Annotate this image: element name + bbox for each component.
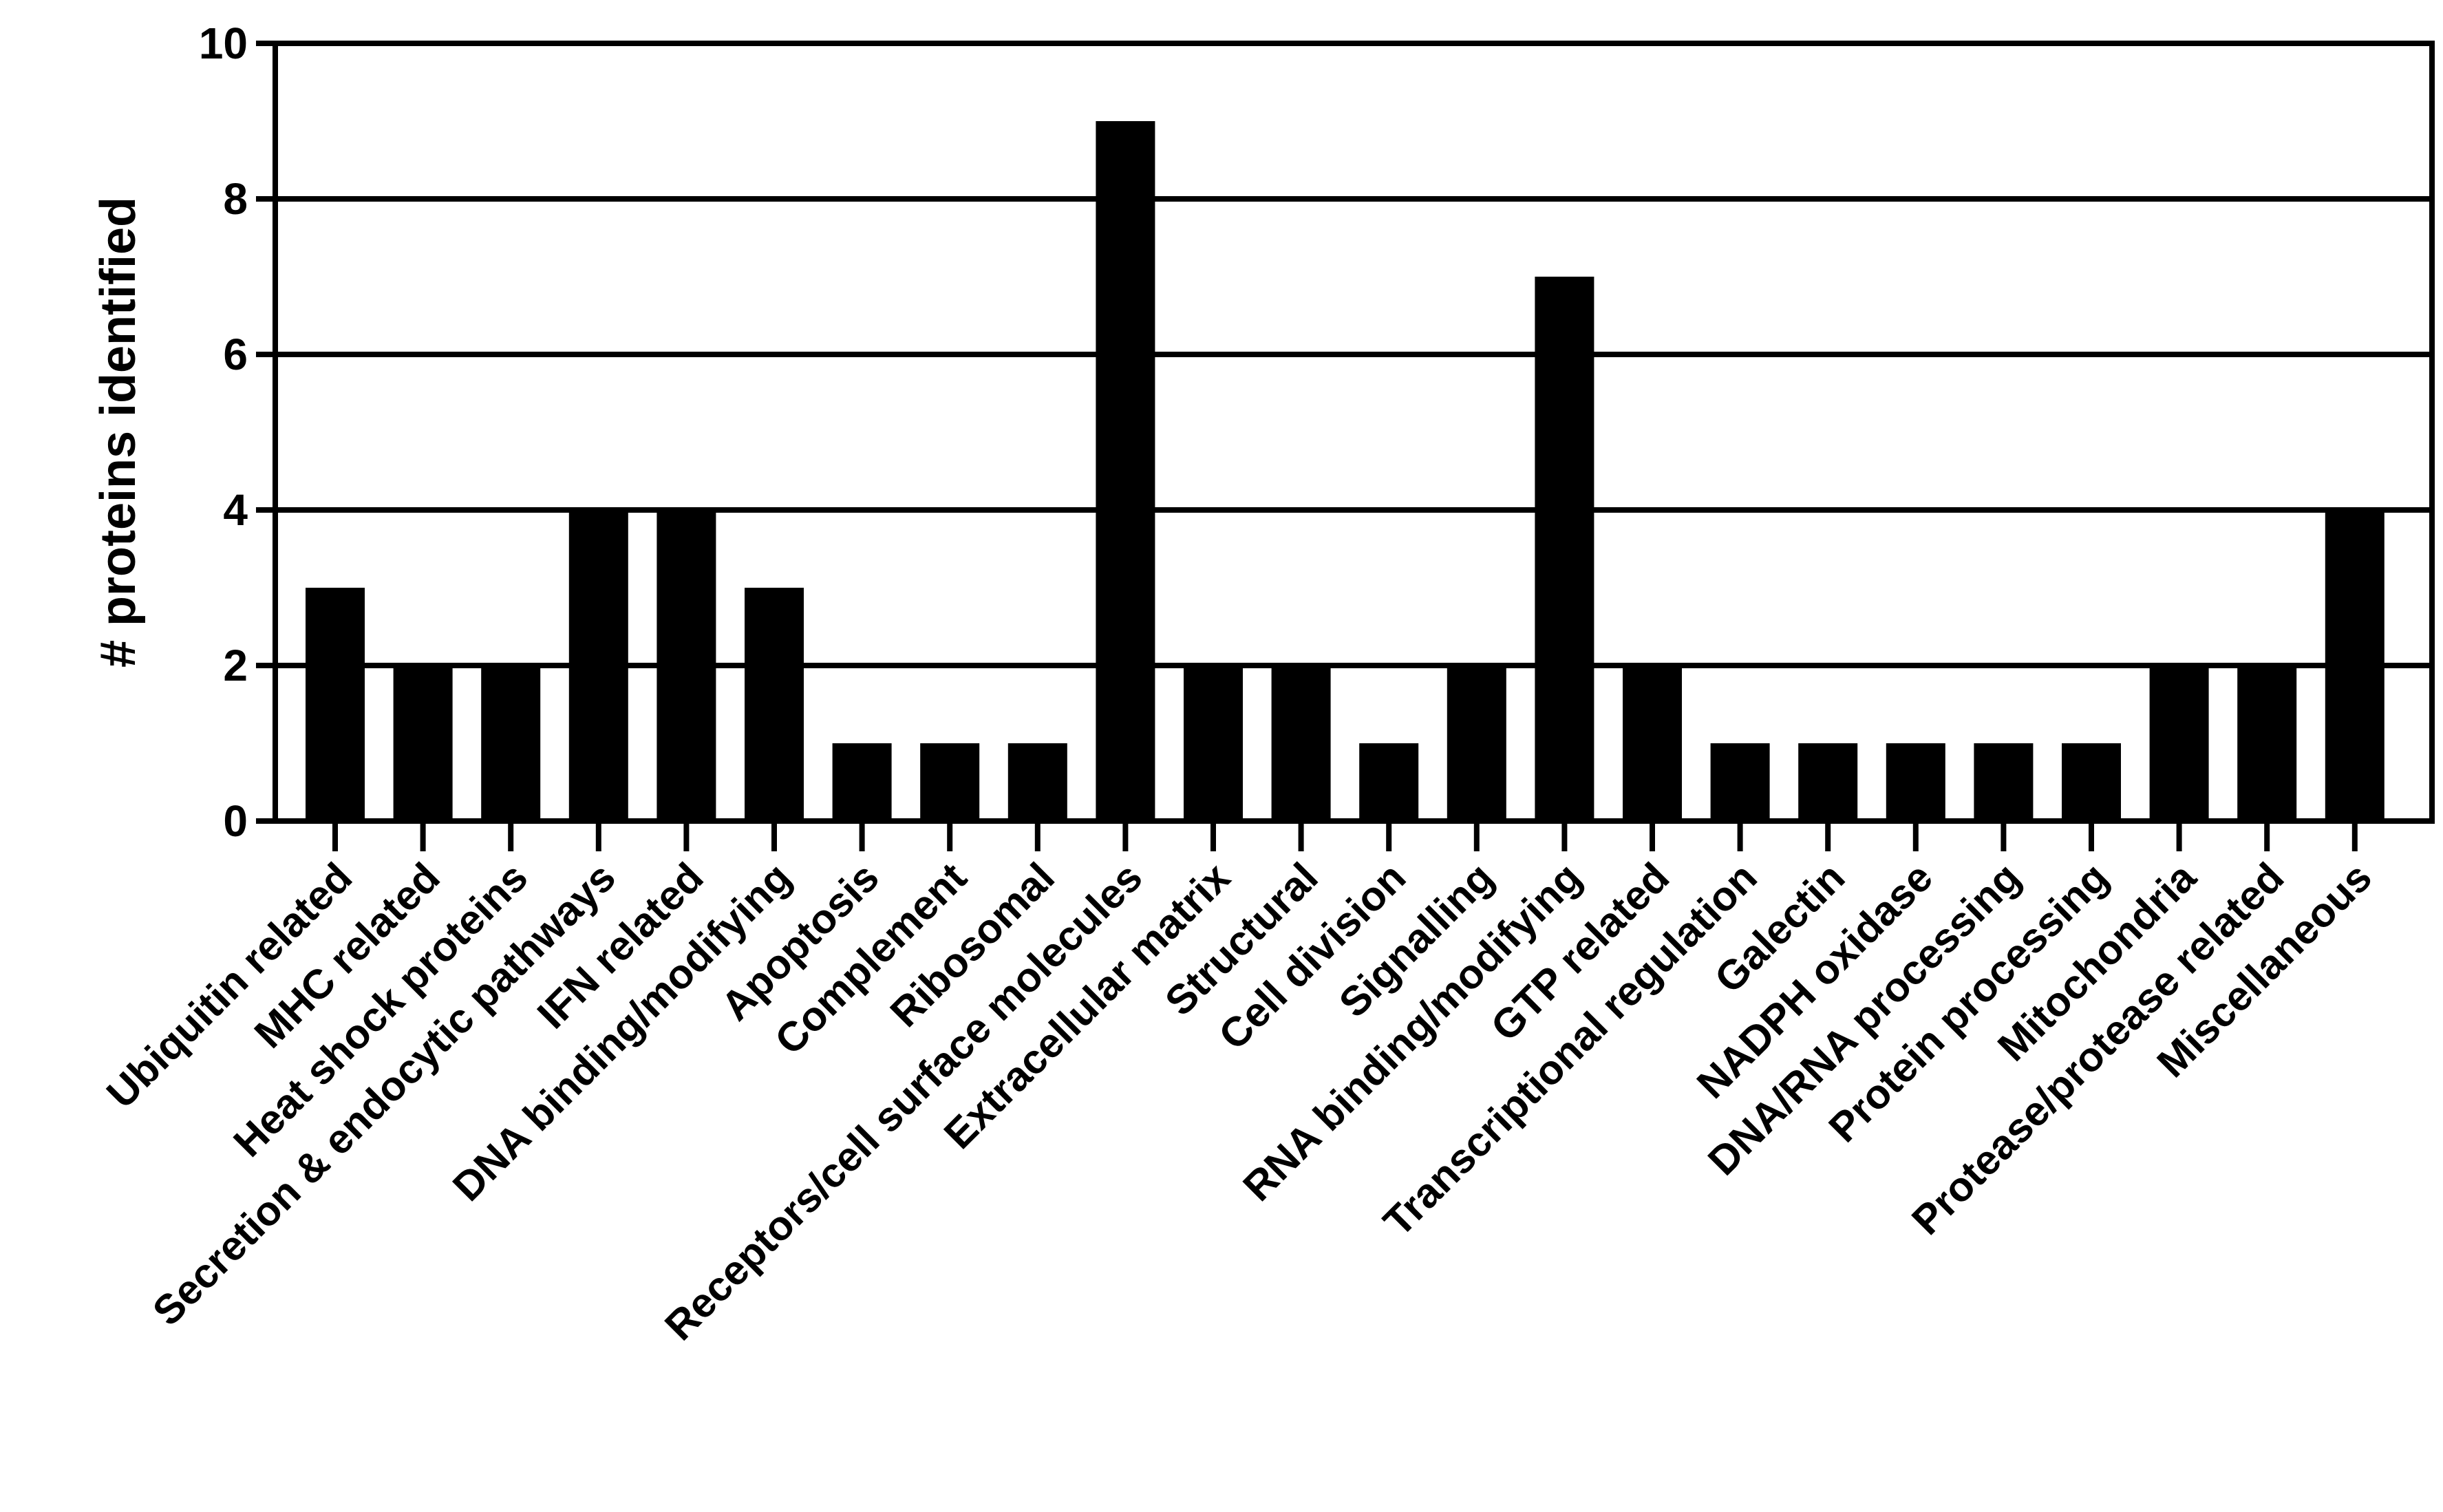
bar-21 <box>2149 666 2209 821</box>
y-tick-label-2: 4 <box>223 485 248 535</box>
bar-16 <box>1710 743 1770 821</box>
bar-13 <box>1447 666 1506 821</box>
bar-10 <box>1184 666 1243 821</box>
gridlines <box>275 41 2432 668</box>
bar-19 <box>1974 743 2034 821</box>
bar-15 <box>1623 666 1682 821</box>
bar-2 <box>481 666 541 821</box>
bars <box>306 121 2385 821</box>
bar-20 <box>2062 743 2121 821</box>
bar-11 <box>1271 666 1331 821</box>
y-tick-label-5: 10 <box>199 19 248 68</box>
axes <box>273 41 2435 824</box>
bar-14 <box>1535 277 1594 821</box>
bar-17 <box>1798 743 1858 821</box>
y-tick-label-0: 0 <box>223 796 248 846</box>
bar-1 <box>393 666 453 821</box>
bar-7 <box>920 743 980 821</box>
bar-12 <box>1359 743 1419 821</box>
bar-23 <box>2325 510 2385 821</box>
y-tick-label-1: 2 <box>223 641 248 690</box>
bar-0 <box>306 588 365 821</box>
bar-8 <box>1007 743 1067 821</box>
bar-22 <box>2237 666 2297 821</box>
y-axis-title: # proteins identified <box>91 197 146 668</box>
bar-18 <box>1886 743 1945 821</box>
bar-6 <box>832 743 892 821</box>
bar-4 <box>657 510 716 821</box>
y-tick-label-4: 8 <box>223 174 248 224</box>
y-tick-label-3: 6 <box>223 330 248 379</box>
bar-3 <box>568 510 628 821</box>
bar-9 <box>1096 121 1155 821</box>
y-axis-ticks: 0 2 4 6 8 10 <box>199 19 275 846</box>
bar-5 <box>745 588 804 821</box>
